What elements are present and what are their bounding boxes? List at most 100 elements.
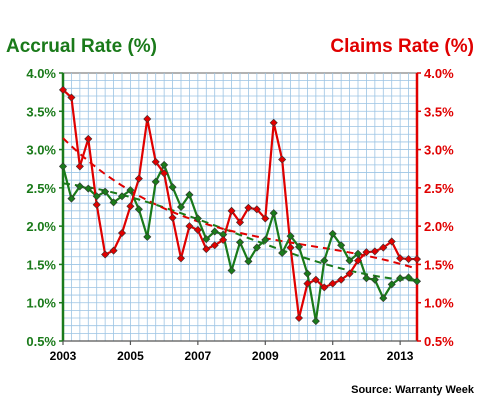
data-point: [219, 235, 228, 244]
data-point: [202, 245, 211, 254]
tick-labels: 4.0% 4.0% 3.5% 3.5% 3.0% 3.0% 2.5% 2.5% 2.0% 2.0%…: [26, 66, 454, 363]
data-point: [101, 250, 110, 259]
data-point: [143, 232, 152, 241]
data-point: [126, 202, 135, 211]
data-point: [227, 266, 236, 275]
data-point: [117, 229, 127, 238]
x-tick-label: 2007: [185, 349, 212, 363]
left-y-tick-label: 1.5%: [26, 257, 56, 272]
data-point: [202, 235, 211, 244]
data-point: [168, 213, 177, 222]
left-y-tick-label: 3.0%: [26, 143, 56, 158]
data-point: [294, 242, 304, 251]
data-point: [235, 238, 245, 247]
series-points: [58, 85, 422, 326]
data-point: [337, 275, 346, 284]
gridlines: [63, 73, 417, 341]
data-point: [117, 192, 127, 201]
data-point: [185, 190, 194, 199]
data-point: [286, 232, 295, 241]
data-point: [92, 192, 101, 201]
data-point: [151, 157, 160, 166]
data-point: [412, 255, 422, 264]
data-point: [244, 257, 253, 266]
data-point: [362, 274, 371, 283]
data-point: [210, 227, 219, 236]
data-point: [278, 155, 287, 164]
data-point: [160, 160, 169, 169]
data-point: [58, 162, 68, 171]
right-y-tick-label: 1.0%: [424, 296, 454, 311]
data-point: [294, 314, 304, 323]
data-point: [84, 134, 93, 143]
x-tick-label: 2005: [117, 349, 144, 363]
data-point: [126, 186, 135, 195]
left-axis-title: Accrual Rate (%): [6, 36, 157, 57]
data-point: [75, 162, 84, 171]
data-point: [176, 202, 186, 212]
data-point: [387, 280, 396, 289]
data-point: [176, 254, 186, 263]
data-point: [235, 218, 245, 227]
data-point: [109, 198, 118, 207]
data-point: [160, 169, 169, 178]
data-point: [362, 248, 371, 257]
left-y-tick-label: 0.5%: [26, 334, 56, 349]
left-y-tick-label: 1.0%: [26, 296, 56, 311]
data-point: [269, 118, 278, 127]
data-point: [387, 237, 396, 246]
data-point: [193, 225, 202, 234]
data-point: [58, 85, 68, 94]
left-y-tick-label: 4.0%: [26, 66, 56, 81]
right-y-tick-label: 2.0%: [424, 219, 454, 234]
data-point: [404, 273, 413, 282]
data-point: [278, 248, 287, 257]
data-point: [286, 243, 295, 252]
data-point: [370, 247, 379, 256]
data-point: [379, 243, 388, 252]
right-y-tick-label: 0.5%: [424, 334, 454, 349]
data-point: [92, 200, 101, 209]
data-point: [353, 256, 363, 265]
x-tick-label: 2009: [252, 349, 279, 363]
data-point: [67, 194, 76, 203]
data-point: [193, 214, 202, 223]
data-point: [320, 256, 329, 265]
data-point: [134, 174, 143, 183]
data-point: [303, 269, 312, 278]
data-point: [379, 294, 388, 303]
data-point: [252, 205, 261, 214]
data-point: [261, 214, 270, 223]
data-point: [168, 183, 177, 192]
data-point: [370, 275, 379, 284]
data-point: [412, 277, 422, 286]
data-point: [396, 274, 405, 283]
data-point: [404, 255, 413, 264]
data-point: [227, 206, 236, 215]
left-y-tick-label: 3.5%: [26, 104, 56, 119]
data-point: [244, 203, 253, 212]
x-tick-label: 2011: [320, 349, 346, 363]
right-y-tick-label: 3.5%: [424, 104, 454, 119]
data-point: [134, 205, 143, 214]
data-point: [320, 283, 329, 292]
data-point: [261, 235, 270, 244]
data-point: [210, 241, 219, 250]
data-point: [328, 279, 337, 288]
right-y-tick-label: 1.5%: [424, 257, 454, 272]
data-point: [337, 241, 346, 250]
data-point: [345, 256, 354, 265]
data-point: [143, 114, 152, 123]
data-point: [185, 222, 194, 231]
data-point: [328, 229, 337, 238]
data-point: [75, 182, 84, 191]
left-y-tick-label: 2.0%: [26, 219, 56, 234]
data-point: [67, 93, 76, 102]
data-point: [311, 317, 320, 326]
x-tick-label: 2003: [50, 349, 77, 363]
right-y-tick-label: 3.0%: [424, 143, 454, 158]
axes: [59, 72, 421, 345]
data-point: [269, 209, 278, 218]
data-point: [303, 279, 312, 288]
